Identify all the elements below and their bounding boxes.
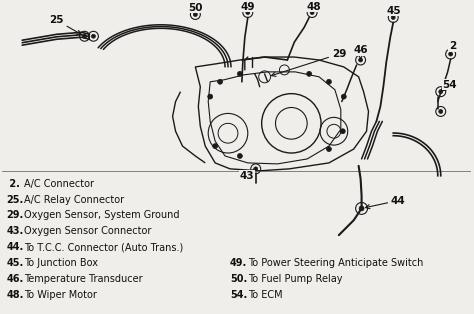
Text: 48: 48 [307,2,321,12]
Circle shape [91,34,95,38]
Text: 43: 43 [239,170,255,181]
Text: Oxygen Sensor, System Ground: Oxygen Sensor, System Ground [24,210,180,220]
Text: 50: 50 [188,3,202,14]
Text: 48.: 48. [6,290,24,300]
Text: A/C Connector: A/C Connector [24,179,94,189]
Circle shape [193,13,197,16]
Circle shape [359,58,363,62]
Circle shape [213,143,218,149]
Circle shape [82,34,87,38]
Text: 45.: 45. [6,258,24,268]
Circle shape [359,206,364,211]
Text: A/C Relay Connector: A/C Relay Connector [24,195,124,204]
Text: Temperature Transducer: Temperature Transducer [24,274,143,284]
Circle shape [246,11,250,14]
Text: 2: 2 [449,41,456,53]
Text: 50.: 50. [230,274,247,284]
Circle shape [439,90,443,94]
Circle shape [237,154,242,159]
Text: To T.C.C. Connector (Auto Trans.): To T.C.C. Connector (Auto Trans.) [24,242,183,252]
Circle shape [439,110,443,113]
Circle shape [307,71,311,76]
Text: 2.: 2. [6,179,20,189]
Circle shape [237,71,242,76]
Text: 49: 49 [240,2,255,12]
Text: To Fuel Pump Relay: To Fuel Pump Relay [248,274,342,284]
Circle shape [449,52,453,56]
Text: 44: 44 [365,196,406,209]
Text: To ECM: To ECM [248,290,283,300]
Circle shape [391,15,395,19]
Text: 25: 25 [50,15,81,34]
Text: 54.: 54. [230,290,247,300]
Text: 45: 45 [387,6,401,16]
Text: 46.: 46. [6,274,24,284]
Text: 49.: 49. [230,258,247,268]
Circle shape [310,11,314,14]
Circle shape [218,79,223,84]
Circle shape [208,94,213,99]
Text: 54: 54 [442,80,457,91]
Text: 43.: 43. [6,226,24,236]
Text: To Power Steering Anticipate Switch: To Power Steering Anticipate Switch [248,258,423,268]
Circle shape [327,79,331,84]
Text: 44.: 44. [6,242,24,252]
Circle shape [340,129,345,134]
Circle shape [327,147,331,152]
Text: 25.: 25. [6,195,24,204]
Text: To Junction Box: To Junction Box [24,258,98,268]
Text: 29: 29 [272,49,346,76]
Circle shape [254,167,258,171]
Text: To Wiper Motor: To Wiper Motor [24,290,97,300]
Text: Oxygen Sensor Connector: Oxygen Sensor Connector [24,226,152,236]
Circle shape [341,94,346,99]
Text: 29.: 29. [6,210,24,220]
Text: 46: 46 [353,45,368,59]
